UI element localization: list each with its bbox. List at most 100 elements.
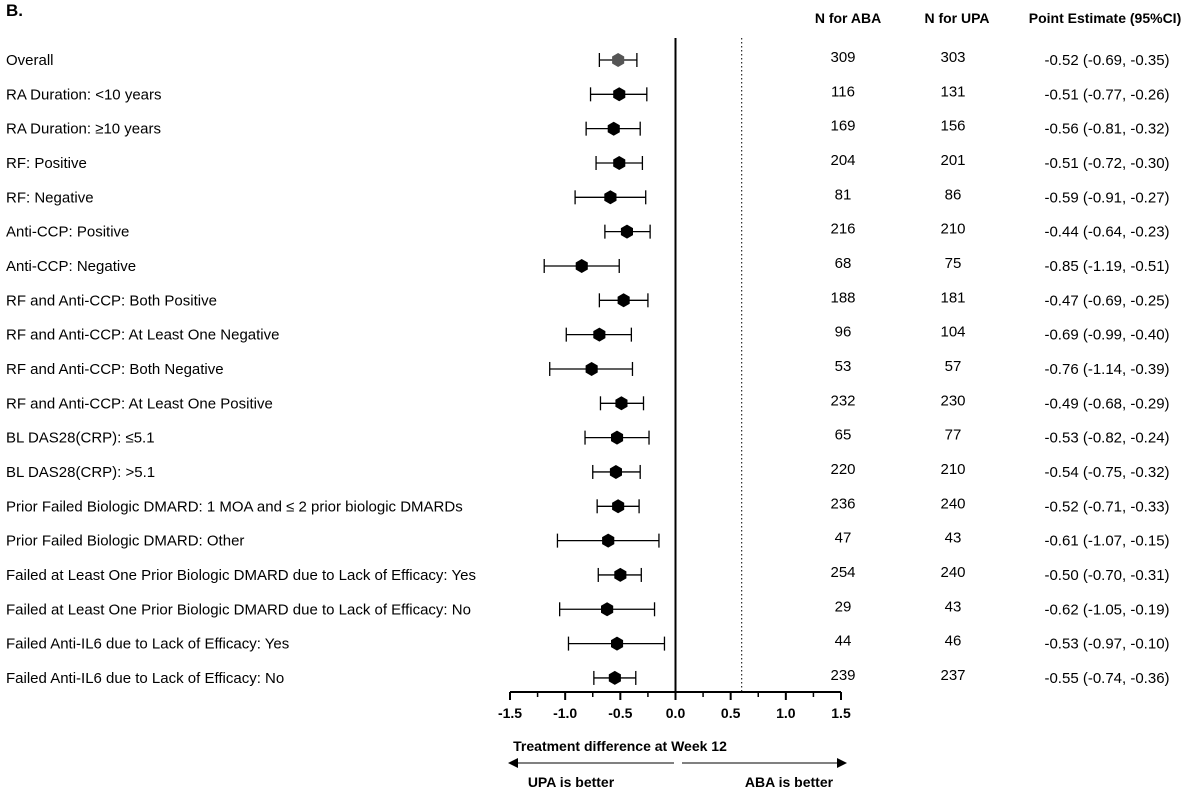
row-label: RF and Anti-CCP: Both Positive: [6, 292, 217, 309]
point-estimate-text: -0.49 (-0.68, -0.29): [1044, 395, 1169, 412]
n-upa-value: 210: [940, 461, 965, 478]
n-upa-value: 201: [940, 152, 965, 169]
n-upa-value: 156: [940, 118, 965, 135]
forest-row: RF and Anti-CCP: At Least One Negative 96…: [6, 324, 1170, 344]
point-estimate-text: -0.59 (-0.91, -0.27): [1044, 189, 1169, 206]
point-estimate-text: -0.53 (-0.97, -0.10): [1044, 636, 1169, 653]
row-label: Failed at Least One Prior Biologic DMARD…: [6, 601, 471, 618]
forest-rows: Overall 309 303 -0.52 (-0.69, -0.35) RA Dura…: [6, 49, 1170, 687]
header-point-estimate: Point Estimate (95%CI): [1029, 10, 1181, 26]
forest-row: BL DAS28(CRP): ≤5.1 65 77 -0.53 (-0.82, -0.…: [6, 427, 1170, 447]
n-aba-value: 236: [830, 495, 855, 512]
point-estimate-text: -0.76 (-1.14, -0.39): [1044, 361, 1169, 378]
point-estimate-marker: [604, 190, 617, 205]
n-aba-value: 53: [835, 358, 852, 375]
n-upa-value: 104: [940, 324, 965, 341]
point-estimate-marker: [612, 53, 625, 67]
point-estimate-marker: [609, 465, 622, 479]
forest-row: Failed Anti-IL6 due to Lack of Efficacy:…: [6, 667, 1170, 687]
forest-row: RF and Anti-CCP: At Least One Positive 23…: [6, 392, 1170, 412]
forest-row: Anti-CCP: Positive 216 210 -0.44 (-0.64, -0…: [6, 221, 1170, 241]
point-estimate-text: -0.51 (-0.72, -0.30): [1044, 155, 1169, 172]
x-axis: -1.5 -1.0 -0.5 0.0 0.5 1.0 1.5: [498, 38, 851, 721]
n-aba-value: 188: [830, 289, 855, 306]
n-aba-value: 116: [831, 83, 855, 100]
n-aba-value: 216: [830, 221, 855, 238]
row-label: Failed Anti-IL6 due to Lack of Efficacy:…: [6, 636, 289, 653]
n-upa-value: 57: [945, 358, 962, 375]
right-arrow-head: [837, 758, 847, 768]
row-label: Failed at Least One Prior Biologic DMARD…: [6, 567, 476, 584]
forest-row: RF and Anti-CCP: Both Negative 53 57 -0.76 …: [6, 358, 1170, 378]
forest-row: Failed Anti-IL6 due to Lack of Efficacy:…: [6, 633, 1170, 653]
point-estimate-marker: [601, 602, 614, 617]
n-aba-value: 239: [830, 667, 855, 684]
forest-row: RA Duration: ≥10 years 169 156 -0.56 (-0.81…: [6, 118, 1170, 138]
point-estimate-marker: [613, 87, 626, 102]
x-axis-title: Treatment difference at Week 12: [513, 738, 727, 754]
point-estimate-text: -0.55 (-0.74, -0.36): [1044, 670, 1169, 687]
row-label: Prior Failed Biologic DMARD: 1 MOA and ≤…: [6, 498, 463, 515]
n-upa-value: 43: [945, 598, 962, 615]
n-upa-value: 240: [940, 564, 965, 581]
n-aba-value: 169: [830, 118, 855, 135]
n-upa-value: 181: [940, 289, 965, 306]
x-tick-label: 0.0: [666, 705, 686, 721]
n-aba-value: 29: [835, 598, 852, 615]
header-n-aba: N for ABA: [815, 10, 881, 26]
forest-row: Prior Failed Biologic DMARD: 1 MOA and ≤…: [6, 495, 1170, 515]
row-label: RF and Anti-CCP: At Least One Negative: [6, 327, 279, 344]
point-estimate-marker: [611, 430, 624, 445]
forest-row: Prior Failed Biologic DMARD: Other 47 43 -0…: [6, 530, 1170, 550]
x-tick-label: 0.5: [721, 705, 741, 721]
header-n-upa: N for UPA: [924, 10, 989, 26]
n-aba-value: 220: [830, 461, 855, 478]
point-estimate-marker: [607, 121, 620, 136]
point-estimate-marker: [585, 362, 598, 376]
n-upa-value: 210: [940, 221, 965, 238]
n-aba-value: 309: [830, 49, 855, 66]
row-label: Failed Anti-IL6 due to Lack of Efficacy:…: [6, 670, 284, 687]
row-label: Anti-CCP: Negative: [6, 258, 136, 275]
point-estimate-marker: [602, 533, 615, 548]
forest-row: BL DAS28(CRP): >5.1 220 210 -0.54 (-0.75, -…: [6, 461, 1170, 481]
n-aba-value: 68: [835, 255, 852, 272]
forest-row: Overall 309 303 -0.52 (-0.69, -0.35): [6, 49, 1170, 69]
row-label: RF and Anti-CCP: Both Negative: [6, 361, 224, 378]
n-upa-value: 131: [940, 83, 965, 100]
row-label: RA Duration: <10 years: [6, 86, 162, 103]
point-estimate-marker: [620, 224, 633, 239]
row-label: RF: Positive: [6, 155, 87, 172]
x-tick-label: 1.0: [776, 705, 796, 721]
point-estimate-text: -0.56 (-0.81, -0.32): [1044, 121, 1169, 138]
x-tick-label: 1.5: [831, 705, 851, 721]
n-aba-value: 44: [835, 633, 852, 650]
point-estimate-text: -0.62 (-1.05, -0.19): [1044, 601, 1169, 618]
point-estimate-text: -0.54 (-0.75, -0.32): [1044, 464, 1169, 481]
row-label: Anti-CCP: Positive: [6, 224, 129, 241]
n-upa-value: 237: [940, 667, 965, 684]
point-estimate-text: -0.52 (-0.69, -0.35): [1044, 52, 1169, 69]
n-aba-value: 81: [835, 186, 852, 203]
point-estimate-marker: [612, 499, 625, 514]
point-estimate-marker: [617, 293, 630, 308]
direction-arrows: [508, 758, 847, 768]
point-estimate-text: -0.61 (-1.07, -0.15): [1044, 533, 1169, 550]
x-tick-label: -0.5: [608, 705, 632, 721]
forest-row: RF and Anti-CCP: Both Positive 188 181 -0.4…: [6, 289, 1170, 309]
point-estimate-text: -0.85 (-1.19, -0.51): [1044, 258, 1169, 275]
forest-row: Failed at Least One Prior Biologic DMARD…: [6, 564, 1170, 584]
row-label: RF and Anti-CCP: At Least One Positive: [6, 395, 273, 412]
panel-label: B.: [6, 1, 23, 20]
n-upa-value: 43: [945, 530, 962, 547]
point-estimate-marker: [575, 259, 588, 273]
direction-right-label: ABA is better: [745, 774, 834, 790]
point-estimate-marker: [611, 636, 624, 651]
forest-row: RA Duration: <10 years 116 131 -0.51 (-0.77…: [6, 83, 1170, 103]
n-aba-value: 96: [835, 324, 852, 341]
point-estimate-text: -0.51 (-0.77, -0.26): [1044, 86, 1169, 103]
n-upa-value: 240: [940, 495, 965, 512]
n-aba-value: 204: [830, 152, 855, 169]
point-estimate-marker: [614, 567, 627, 582]
forest-row: RF: Positive 204 201 -0.51 (-0.72, -0.30): [6, 152, 1170, 172]
